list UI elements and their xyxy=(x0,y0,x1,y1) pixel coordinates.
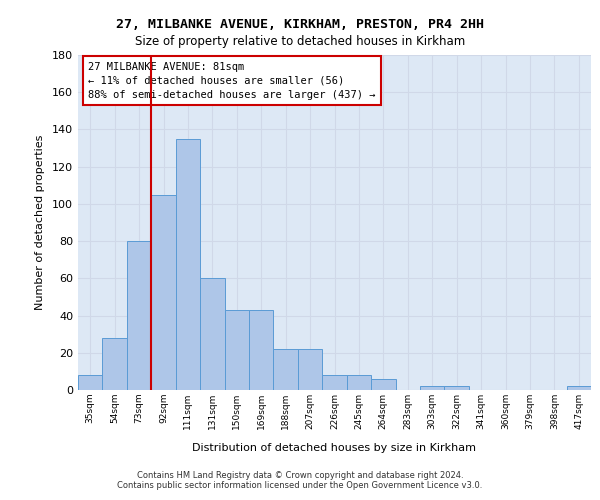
Bar xyxy=(249,310,274,390)
Bar xyxy=(103,338,127,390)
Bar xyxy=(347,375,371,390)
Bar xyxy=(151,194,176,390)
Bar xyxy=(371,379,395,390)
Text: 27, MILBANKE AVENUE, KIRKHAM, PRESTON, PR4 2HH: 27, MILBANKE AVENUE, KIRKHAM, PRESTON, P… xyxy=(116,18,484,30)
Bar xyxy=(420,386,445,390)
Text: Contains public sector information licensed under the Open Government Licence v3: Contains public sector information licen… xyxy=(118,481,482,490)
X-axis label: Distribution of detached houses by size in Kirkham: Distribution of detached houses by size … xyxy=(193,443,476,453)
Bar xyxy=(224,310,249,390)
Bar xyxy=(298,349,322,390)
Bar xyxy=(322,375,347,390)
Text: Contains HM Land Registry data © Crown copyright and database right 2024.: Contains HM Land Registry data © Crown c… xyxy=(137,471,463,480)
Bar xyxy=(274,349,298,390)
Bar xyxy=(445,386,469,390)
Text: Size of property relative to detached houses in Kirkham: Size of property relative to detached ho… xyxy=(135,35,465,48)
Bar xyxy=(200,278,224,390)
Bar xyxy=(566,386,591,390)
Bar xyxy=(78,375,103,390)
Bar xyxy=(127,241,151,390)
Bar xyxy=(176,138,200,390)
Text: 27 MILBANKE AVENUE: 81sqm
← 11% of detached houses are smaller (56)
88% of semi-: 27 MILBANKE AVENUE: 81sqm ← 11% of detac… xyxy=(88,62,376,100)
Y-axis label: Number of detached properties: Number of detached properties xyxy=(35,135,45,310)
